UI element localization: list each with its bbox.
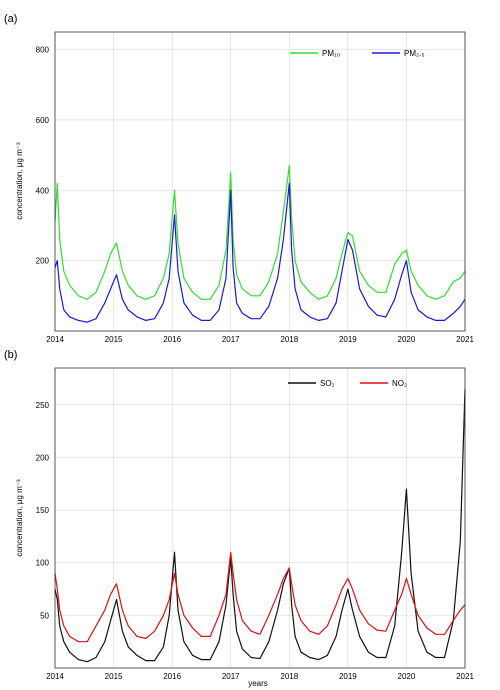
panel-a-frame [54, 31, 466, 332]
panel-b-xtick-2018: 2018 [280, 672, 298, 681]
panel-b-grid [54, 368, 466, 668]
panel-a-label: (a) [4, 13, 17, 25]
panel-a-ytick-800: 800 [36, 46, 50, 55]
panel-b-xtick-2020: 2020 [398, 672, 416, 681]
panel-b-frame [54, 367, 466, 669]
legend-label-pm10: PM₁₀ [322, 49, 340, 58]
panel-a-ticks: 2014 2015 2016 2017 2018 2019 2020 2021 200 400 60… [36, 46, 475, 344]
panel-b-series-1-line [54, 551, 466, 643]
legend-label-pm25: PM₂.₅ [404, 49, 425, 58]
panel-b-ylabel: concentration, μg m⁻³ [15, 479, 24, 557]
panel-b-xtick-2019: 2019 [339, 672, 357, 681]
panel-b-xtick-2017: 2017 [222, 672, 240, 681]
panel-b-lines [54, 389, 466, 663]
panel-b-xtick-2015: 2015 [105, 672, 123, 681]
panel-a-series-0-line [54, 165, 466, 300]
panel-a-legend: PM₁₀ PM₂.₅ [290, 49, 425, 58]
panel-b-xtick-2016: 2016 [163, 672, 181, 681]
panel-a-series-1-line [54, 182, 466, 323]
panel-a-xtick-2014: 2014 [46, 335, 64, 344]
panel-a-xtick-2016: 2016 [163, 335, 181, 344]
panel-a-xtick-2017: 2017 [222, 335, 240, 344]
legend-label-so2: SO₂ [320, 379, 335, 388]
panel-b-ytick-150: 150 [36, 506, 50, 515]
panel-a-ytick-600: 600 [36, 116, 50, 125]
panel-b-xlabel: years [248, 679, 268, 688]
panel-a-lines [54, 165, 466, 323]
panel-b-label: (b) [4, 349, 17, 361]
panel-b-ytick-100: 100 [36, 559, 50, 568]
panel-a-xtick-2018: 2018 [280, 335, 298, 344]
panel-b-xtick-2014: 2014 [46, 672, 64, 681]
panel-a-xtick-2019: 2019 [339, 335, 357, 344]
panel-a-ytick-200: 200 [36, 257, 50, 266]
panel-a-xtick-2021: 2021 [456, 335, 474, 344]
panel-a-ytick-400: 400 [36, 186, 50, 195]
panel-a-ylabel: concentration, μg m⁻³ [15, 142, 24, 220]
panel-b-series-0-line [54, 389, 466, 663]
panel-b-ytick-50: 50 [40, 611, 49, 620]
panel-a-grid [54, 32, 466, 331]
panel-b-ticks: 2014 2015 2016 2017 2018 2019 2020 2021 50 100 150… [36, 401, 475, 681]
panel-b-legend: SO₂ NO₂ [288, 379, 407, 388]
panel-a: (a) 2014 2015 2016 2017 2018 2019 2020 2021 200 4… [4, 13, 474, 344]
panel-b-ytick-200: 200 [36, 453, 50, 462]
panel-b-xtick-2021: 2021 [456, 672, 474, 681]
panel-b: (b) 2014 2015 2016 2017 2018 2019 2020 2021 50 10… [4, 349, 474, 688]
panel-b-ytick-250: 250 [36, 401, 50, 410]
legend-label-no2: NO₂ [392, 379, 407, 388]
panel-a-xtick-2015: 2015 [105, 335, 123, 344]
panel-a-xtick-2020: 2020 [398, 335, 416, 344]
